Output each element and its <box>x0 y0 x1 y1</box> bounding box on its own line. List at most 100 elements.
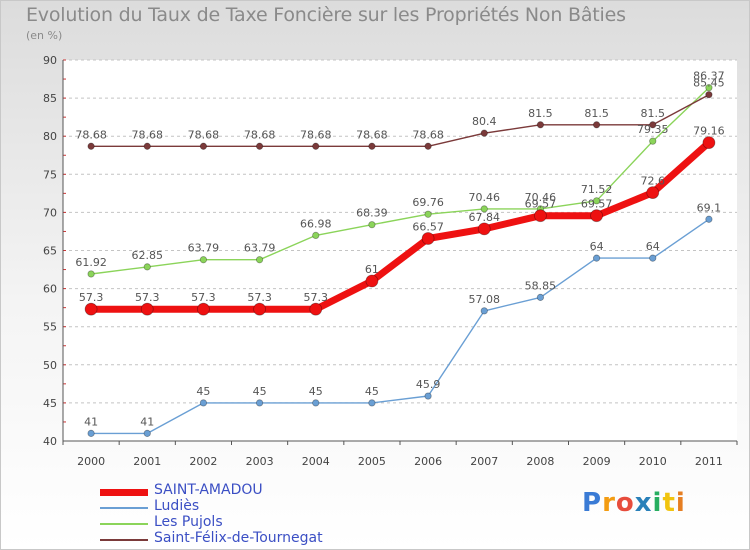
data-point <box>368 221 376 229</box>
data-label: 78.68 <box>300 128 332 141</box>
data-point <box>87 429 95 437</box>
data-label: 45 <box>196 385 210 398</box>
y-tick-label: 85 <box>43 92 57 105</box>
logo-letter: r <box>602 488 616 518</box>
data-point <box>646 186 660 199</box>
data-label: 57.3 <box>79 291 104 304</box>
y-tick-label: 70 <box>43 206 57 219</box>
data-point <box>143 429 151 437</box>
logo-letter: x <box>634 488 653 518</box>
data-point <box>368 399 376 407</box>
proxiti-logo: Proxiti <box>582 488 686 518</box>
data-label: 69.1 <box>697 201 722 214</box>
data-point <box>199 256 208 264</box>
y-tick-label: 60 <box>43 283 57 296</box>
y-tick-label: 90 <box>43 54 57 67</box>
data-point <box>140 302 154 316</box>
data-point <box>312 142 320 150</box>
data-label: 81.5 <box>528 107 553 120</box>
data-label: 85.45 <box>693 77 725 90</box>
data-point <box>592 121 601 129</box>
data-point <box>312 399 320 407</box>
data-label: 57.3 <box>247 291 272 304</box>
data-point <box>199 399 208 407</box>
logo-letter: t <box>662 488 676 518</box>
x-tick-label: 2008 <box>526 455 554 468</box>
legend-swatch <box>100 523 148 525</box>
data-point <box>253 302 266 316</box>
data-point <box>309 302 323 316</box>
data-label: 80.4 <box>472 115 497 128</box>
data-label: 45 <box>365 385 379 398</box>
data-point <box>197 302 210 316</box>
data-label: 78.68 <box>244 128 276 141</box>
x-tick-label: 2011 <box>695 455 723 468</box>
data-point <box>480 205 488 213</box>
x-tick-label: 2003 <box>246 455 274 468</box>
y-tick-label: 75 <box>43 168 57 181</box>
data-label: 63.79 <box>244 242 276 255</box>
data-label: 69.57 <box>525 198 557 211</box>
data-point <box>590 209 603 223</box>
data-point <box>143 263 151 271</box>
data-point <box>536 121 545 129</box>
data-label: 78.68 <box>132 128 164 141</box>
data-label: 66.57 <box>412 221 444 234</box>
y-axis-unit: (en %) <box>26 29 63 42</box>
data-label: 45 <box>253 385 267 398</box>
data-label: 57.08 <box>469 293 501 306</box>
legend-swatch <box>100 488 148 496</box>
x-tick-label: 2006 <box>414 455 442 468</box>
data-point <box>702 136 716 150</box>
y-tick-label: 45 <box>43 397 57 410</box>
data-label: 63.79 <box>188 242 220 255</box>
series-line-0 <box>91 139 712 313</box>
data-label: 69.57 <box>581 198 613 211</box>
y-tick-label: 55 <box>43 321 57 334</box>
logo-letter: i <box>675 488 686 518</box>
data-point <box>312 231 320 240</box>
data-label: 79.16 <box>693 125 725 138</box>
data-label: 67.84 <box>469 211 501 224</box>
data-point <box>199 142 208 150</box>
data-label: 41 <box>140 415 154 428</box>
data-point <box>421 232 435 245</box>
series-line-2 <box>91 87 710 275</box>
data-label: 64 <box>646 240 660 253</box>
series-line-1 <box>91 218 710 435</box>
data-point <box>649 254 657 262</box>
data-label: 45.9 <box>416 378 441 391</box>
data-point <box>365 274 379 288</box>
data-point <box>592 197 601 205</box>
data-label: 61 <box>365 263 379 276</box>
data-label: 78.68 <box>356 128 388 141</box>
data-point <box>649 137 657 145</box>
data-label: 72.6 <box>641 175 666 188</box>
data-point <box>536 293 545 301</box>
data-point <box>424 392 432 400</box>
y-tick-label: 40 <box>43 435 57 448</box>
legend-swatch <box>100 539 148 541</box>
data-point <box>534 209 547 223</box>
data-label: 68.39 <box>356 207 388 220</box>
data-point <box>705 215 713 223</box>
logo-letter: i <box>652 488 663 518</box>
data-point <box>143 142 151 150</box>
x-tick-label: 2000 <box>77 455 105 468</box>
data-point <box>705 91 713 99</box>
data-point <box>592 254 601 262</box>
data-point <box>480 307 488 315</box>
x-tick-label: 2004 <box>302 455 330 468</box>
data-point <box>255 142 264 150</box>
data-label: 69.76 <box>412 196 444 209</box>
data-point <box>84 302 98 316</box>
x-tick-label: 2001 <box>133 455 161 468</box>
data-label: 61.92 <box>75 256 107 269</box>
legend-label: Saint-Félix-de-Tournegat <box>154 530 323 546</box>
data-point <box>477 222 491 236</box>
chart-title: Evolution du Taux de Taxe Foncière sur l… <box>26 4 626 26</box>
data-label: 66.98 <box>300 217 332 230</box>
x-tick-label: 2009 <box>583 455 611 468</box>
data-point <box>480 129 488 137</box>
